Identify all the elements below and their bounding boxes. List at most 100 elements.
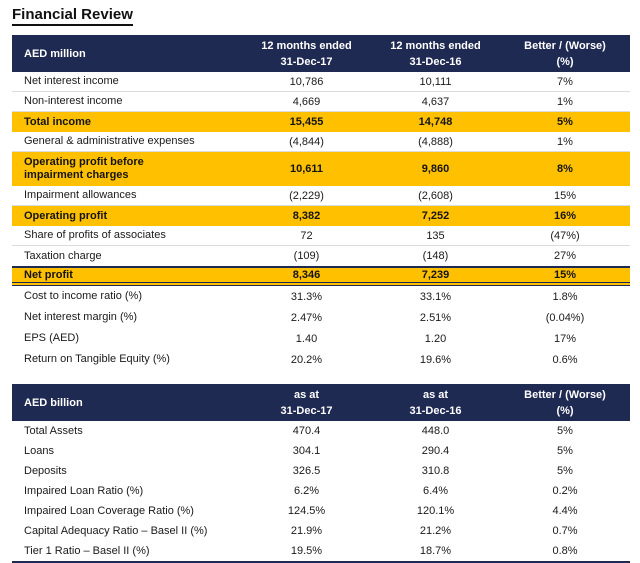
value-2016: 21.2% — [419, 525, 452, 537]
table-row: Total Assets 470.4 448.0 5% — [12, 421, 630, 441]
better-worse-value: 7% — [557, 75, 573, 88]
row-label: Impaired Loan Coverage Ratio (%) — [24, 504, 194, 517]
value-2017: 470.4 — [292, 425, 321, 437]
income-table-header: AED million 12 months ended 31-Dec-17 12… — [12, 35, 630, 72]
value-2017: 6.2% — [293, 485, 320, 497]
value-2017: 10,786 — [289, 75, 324, 88]
header-better-worse: Better / (Worse) (%) — [524, 39, 606, 68]
table-row: Operating profit 8,382 7,252 16% — [12, 206, 630, 226]
value-2017: (4,844) — [289, 135, 324, 148]
row-label: Net interest margin (%) — [24, 311, 138, 323]
value-2016: 14,748 — [418, 116, 453, 128]
value-2016: (148) — [422, 250, 449, 262]
value-2016: 4,637 — [421, 95, 450, 108]
row-label: Return on Tangible Equity (%) — [24, 353, 170, 365]
better-worse-value: 15% — [553, 269, 577, 281]
table-row: Share of profits of associates 72 135 (4… — [12, 226, 630, 246]
better-worse-value: 15% — [553, 189, 577, 202]
row-label: Total income — [24, 115, 92, 128]
value-2016: 6.4% — [422, 485, 449, 497]
page-title: Financial Review — [12, 6, 630, 26]
row-label: Capital Adequacy Ratio – Basel II (%) — [24, 524, 208, 537]
header-aed-billion: AED billion — [24, 396, 83, 409]
row-label: Net interest income — [24, 75, 119, 87]
value-2017: 8,382 — [292, 210, 321, 222]
value-2017: 8,346 — [292, 269, 321, 281]
better-worse-value: 5% — [557, 445, 573, 457]
header-period-2017: 12 months ended 31-Dec-17 — [261, 39, 352, 68]
better-worse-value: 27% — [553, 250, 577, 262]
value-2016: 9,860 — [421, 163, 450, 175]
table-row: Taxation charge (109) (148) 27% — [12, 246, 630, 266]
better-worse-value: 1% — [557, 135, 573, 148]
better-worse-value: (0.04%) — [545, 311, 585, 324]
value-2016: 18.7% — [419, 545, 452, 557]
table-row: EPS (AED) 1.40 1.20 17% — [12, 328, 630, 349]
value-2017: (109) — [293, 250, 320, 262]
value-2016: 33.1% — [419, 290, 452, 303]
better-worse-value: (47%) — [550, 229, 580, 242]
table-row: Capital Adequacy Ratio – Basel II (%) 21… — [12, 521, 630, 541]
better-worse-value: 16% — [553, 210, 577, 222]
row-label: Non-interest income — [24, 95, 123, 107]
value-2017: 20.2% — [290, 353, 323, 366]
value-2017: (2,229) — [289, 189, 324, 202]
value-2017: 304.1 — [292, 445, 321, 457]
header-asat-2016: as at 31-Dec-16 — [409, 388, 462, 417]
table-row: Impaired Loan Coverage Ratio (%) 124.5% … — [12, 501, 630, 521]
table-row: Deposits 326.5 310.8 5% — [12, 461, 630, 481]
value-2016: 290.4 — [421, 445, 450, 457]
value-2016: (4,888) — [418, 135, 453, 148]
table-row: Net interest margin (%) 2.47% 2.51% (0.0… — [12, 307, 630, 328]
header-period-2016: 12 months ended 31-Dec-16 — [390, 39, 481, 68]
value-2016: 448.0 — [421, 425, 450, 437]
table-row: Tier 1 Ratio – Basel II (%) 19.5% 18.7% … — [12, 541, 630, 561]
row-label: Operating profit — [24, 209, 108, 222]
table-row: Net profit 8,346 7,239 15% — [12, 266, 630, 286]
row-label: Tier 1 Ratio – Basel II (%) — [24, 544, 150, 557]
value-2016: 2.51% — [419, 311, 452, 324]
table-row: Loans 304.1 290.4 5% — [12, 441, 630, 461]
balance-table-header: AED billion as at 31-Dec-17 as at 31-Dec… — [12, 384, 630, 421]
value-2016: 135 — [426, 229, 445, 242]
value-2016: 120.1% — [416, 505, 455, 517]
value-2016: 7,252 — [421, 210, 450, 222]
balance-sheet-table: AED billion as at 31-Dec-17 as at 31-Dec… — [12, 384, 630, 563]
value-2017: 31.3% — [290, 290, 323, 303]
better-worse-value: 4.4% — [552, 505, 578, 517]
row-label: Impairment allowances — [24, 189, 137, 201]
better-worse-value: 5% — [557, 116, 573, 128]
value-2016: 310.8 — [421, 465, 450, 477]
row-label: Impaired Loan Ratio (%) — [24, 484, 144, 497]
income-statement-table: AED million 12 months ended 31-Dec-17 12… — [12, 35, 630, 370]
better-worse-value: 0.6% — [552, 353, 578, 366]
table-row: Return on Tangible Equity (%) 20.2% 19.6… — [12, 349, 630, 370]
balance-table-body: Total Assets 470.4 448.0 5% Loans 304.1 … — [12, 421, 630, 563]
value-2017: 4,669 — [292, 95, 321, 108]
value-2016: 1.20 — [424, 332, 447, 345]
better-worse-value: 0.8% — [552, 545, 578, 557]
value-2017: 21.9% — [290, 525, 323, 537]
value-2017: 72 — [300, 229, 313, 242]
value-2017: 124.5% — [287, 505, 326, 517]
value-2016: 19.6% — [419, 353, 452, 366]
better-worse-value: 1% — [557, 95, 573, 108]
value-2017: 2.47% — [290, 311, 323, 324]
better-worse-value: 1.8% — [552, 290, 578, 303]
better-worse-value: 5% — [557, 465, 573, 477]
table-row: Total income 15,455 14,748 5% — [12, 112, 630, 132]
table-row: Cost to income ratio (%) 31.3% 33.1% 1.8… — [12, 286, 630, 307]
income-table-body: Net interest income 10,786 10,111 7% Non… — [12, 72, 630, 370]
table-row: General & administrative expenses (4,844… — [12, 132, 630, 152]
better-worse-value: 0.2% — [552, 485, 578, 497]
row-label: Share of profits of associates — [24, 229, 166, 241]
row-label: Total Assets — [24, 424, 83, 437]
table-row: Operating profit before impairment charg… — [12, 152, 630, 186]
page-title-text: Financial Review — [12, 6, 133, 26]
value-2016: (2,608) — [418, 189, 453, 202]
value-2016: 7,239 — [421, 269, 450, 281]
value-2017: 10,611 — [289, 163, 324, 175]
table-row: Impairment allowances (2,229) (2,608) 15… — [12, 186, 630, 206]
better-worse-value: 8% — [557, 163, 573, 175]
